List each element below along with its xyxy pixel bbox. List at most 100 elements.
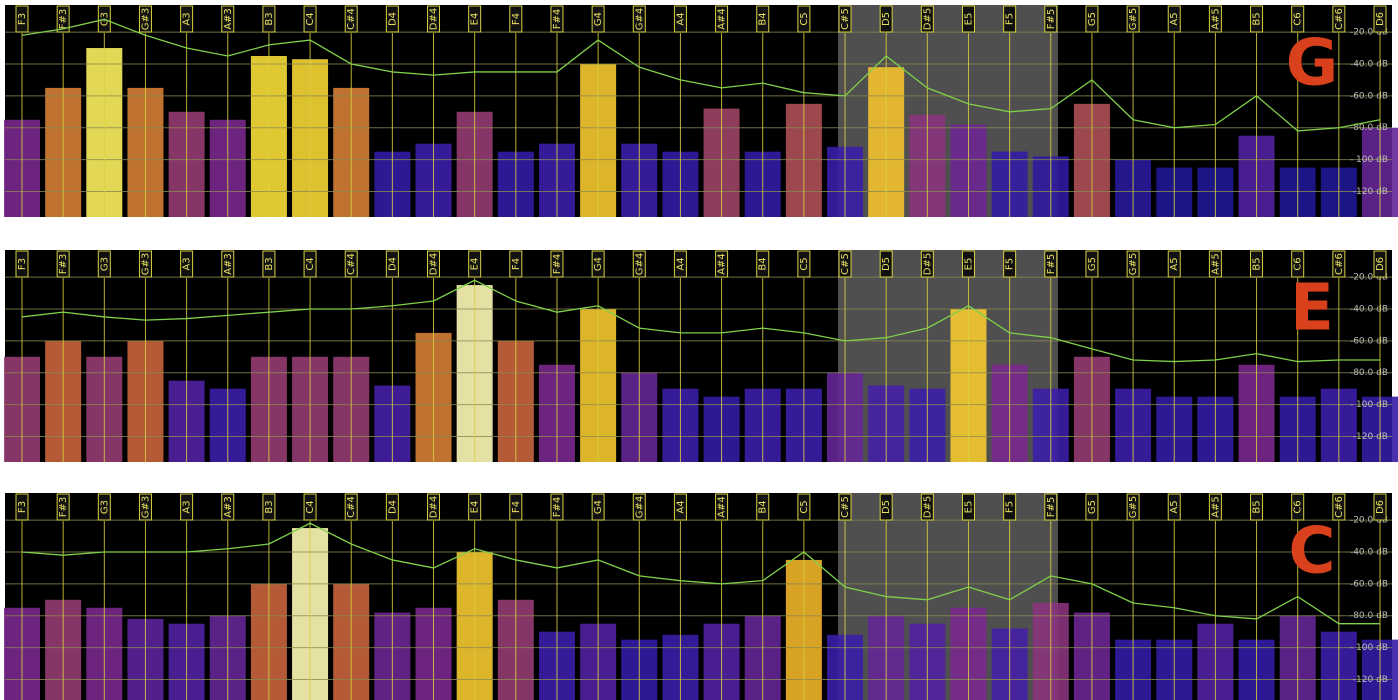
note-label: C#6 bbox=[1334, 253, 1345, 275]
note-label: D#4 bbox=[429, 8, 440, 30]
y-tick-label: -40.0 dB bbox=[1350, 304, 1388, 314]
note-label: C4 bbox=[305, 257, 316, 270]
note-label: F5 bbox=[1005, 258, 1016, 270]
note-label: G#4 bbox=[634, 496, 645, 519]
note-label: F5 bbox=[1005, 501, 1016, 513]
note-label: D6 bbox=[1375, 500, 1386, 514]
y-tick-label: -120 dB bbox=[1353, 432, 1388, 442]
note-label: C#4 bbox=[346, 253, 357, 275]
y-tick-label: -120 dB bbox=[1353, 187, 1388, 197]
note-label: E5 bbox=[963, 501, 974, 514]
note-label: G#5 bbox=[1128, 496, 1139, 519]
y-tick-label: -40.0 dB bbox=[1350, 59, 1388, 69]
note-label: D5 bbox=[881, 12, 892, 26]
note-label: G5 bbox=[1087, 12, 1098, 26]
note-label: C6 bbox=[1293, 500, 1304, 513]
panel: -20.0 dB-40.0 dB-60.0 dB-80.0 dB- 100 dB… bbox=[4, 5, 1398, 217]
note-label: C#4 bbox=[346, 8, 357, 30]
note-label: G5 bbox=[1087, 257, 1098, 271]
note-label: B5 bbox=[1252, 12, 1263, 25]
note-label: F#4 bbox=[552, 9, 563, 30]
note-label: D#5 bbox=[922, 496, 933, 518]
note-label: B3 bbox=[264, 257, 275, 270]
note-label: A5 bbox=[1169, 500, 1180, 513]
note-label: G#3 bbox=[140, 496, 151, 519]
note-label: F3 bbox=[17, 258, 28, 270]
note-label: F#4 bbox=[552, 254, 563, 275]
note-label: F#3 bbox=[58, 9, 69, 30]
note-label: F4 bbox=[511, 13, 522, 25]
page: {"chart_data": [ {"type": "bar", "title"… bbox=[0, 0, 1398, 700]
note-label: D#4 bbox=[429, 496, 440, 518]
note-label: B4 bbox=[758, 500, 769, 513]
note-label: D5 bbox=[881, 500, 892, 514]
note-label: F#5 bbox=[1046, 254, 1057, 275]
note-label: C5 bbox=[799, 500, 810, 513]
note-label: C6 bbox=[1293, 257, 1304, 270]
note-label: B4 bbox=[758, 257, 769, 270]
note-label: F4 bbox=[511, 501, 522, 513]
note-label: E4 bbox=[470, 501, 481, 514]
note-label: A#4 bbox=[717, 8, 728, 30]
note-label: D4 bbox=[387, 12, 398, 26]
note-label: D6 bbox=[1375, 12, 1386, 26]
panel: -20.0 dB-40.0 dB-60.0 dB-80.0 dB- 100 dB… bbox=[4, 493, 1398, 700]
y-tick-label: -60.0 dB bbox=[1350, 579, 1388, 589]
note-label: F3 bbox=[17, 501, 28, 513]
y-tick-label: -120 dB bbox=[1353, 675, 1388, 685]
note-label: A#4 bbox=[717, 253, 728, 275]
y-tick-label: -60.0 dB bbox=[1350, 336, 1388, 346]
note-label: A3 bbox=[182, 257, 193, 270]
note-label: F3 bbox=[17, 13, 28, 25]
y-tick-label: -80.0 dB bbox=[1350, 368, 1388, 378]
note-label: C5 bbox=[799, 12, 810, 25]
note-label: D4 bbox=[387, 257, 398, 271]
note-label: F#5 bbox=[1046, 9, 1057, 30]
note-label: G#5 bbox=[1128, 8, 1139, 31]
note-label: A#3 bbox=[223, 8, 234, 30]
note-label: A#4 bbox=[717, 496, 728, 518]
note-label: A4 bbox=[675, 500, 686, 513]
note-label: F#3 bbox=[58, 497, 69, 518]
note-label: G4 bbox=[593, 12, 604, 26]
note-label: E4 bbox=[470, 13, 481, 26]
note-label: A3 bbox=[182, 500, 193, 513]
note-letter: C bbox=[1289, 515, 1336, 589]
note-label: G#3 bbox=[140, 253, 151, 276]
note-label: F#3 bbox=[58, 254, 69, 275]
note-label: F4 bbox=[511, 258, 522, 270]
note-label: D5 bbox=[881, 257, 892, 271]
note-label: G#3 bbox=[140, 8, 151, 31]
note-label: C#5 bbox=[840, 253, 851, 275]
note-label: C6 bbox=[1293, 12, 1304, 25]
y-tick-label: - 100 dB bbox=[1350, 400, 1388, 410]
note-label: A4 bbox=[675, 257, 686, 270]
note-label: G5 bbox=[1087, 500, 1098, 514]
note-label: E5 bbox=[963, 13, 974, 26]
note-label: A#5 bbox=[1210, 8, 1221, 30]
note-label: F5 bbox=[1005, 13, 1016, 25]
note-label: B5 bbox=[1252, 257, 1263, 270]
spectrum-panels: -20.0 dB-40.0 dB-60.0 dB-80.0 dB- 100 dB… bbox=[0, 0, 1398, 700]
note-label: G4 bbox=[593, 500, 604, 514]
note-label: A#5 bbox=[1210, 253, 1221, 275]
note-label: G3 bbox=[99, 500, 110, 514]
note-label: F#5 bbox=[1046, 497, 1057, 518]
note-label: A4 bbox=[675, 12, 686, 25]
panel: -20.0 dB-40.0 dB-60.0 dB-80.0 dB- 100 dB… bbox=[4, 250, 1398, 462]
note-label: A#3 bbox=[223, 253, 234, 275]
note-label: G3 bbox=[99, 257, 110, 271]
note-label: C#6 bbox=[1334, 496, 1345, 518]
note-label: A3 bbox=[182, 12, 193, 25]
note-label: D#5 bbox=[922, 253, 933, 275]
note-label: E5 bbox=[963, 258, 974, 271]
note-letter: E bbox=[1290, 272, 1334, 346]
note-label: C#5 bbox=[840, 8, 851, 30]
note-label: A#3 bbox=[223, 496, 234, 518]
note-letter: G bbox=[1286, 27, 1339, 101]
note-label: G#4 bbox=[634, 8, 645, 31]
y-tick-label: - 100 dB bbox=[1350, 155, 1388, 165]
y-tick-label: - 100 dB bbox=[1350, 643, 1388, 653]
note-label: G4 bbox=[593, 257, 604, 271]
note-label: C#4 bbox=[346, 496, 357, 518]
